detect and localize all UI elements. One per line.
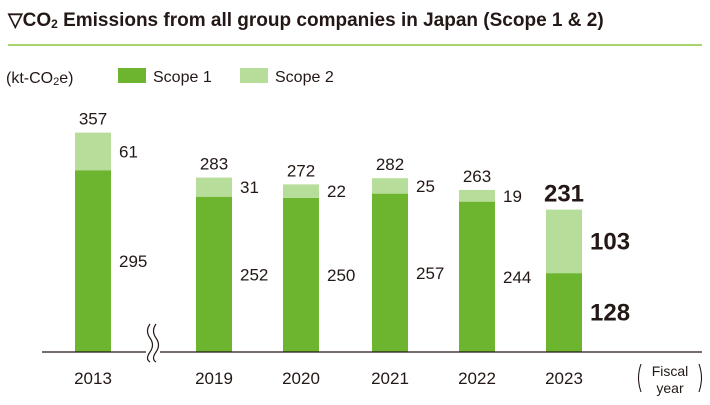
chart-title: ▽CO2 Emissions from all group companies … xyxy=(7,10,604,31)
scope2-label-2019: 31 xyxy=(240,178,259,197)
x-axis-title-line1: Fiscal xyxy=(652,363,689,379)
scope1-label-2022: 244 xyxy=(503,268,531,287)
x-axis-title-line2: year xyxy=(656,380,684,396)
scope1-label-2020: 250 xyxy=(327,266,355,285)
scope2-label-2021: 25 xyxy=(416,177,435,196)
bar-scope1-2019 xyxy=(196,196,232,352)
bar-scope1-2020 xyxy=(283,197,319,352)
bar-scope2-2022 xyxy=(459,189,495,202)
x-axis-title: Fiscal year xyxy=(637,363,703,396)
x-tick-2021: 2021 xyxy=(371,369,409,388)
bar-scope2-2013 xyxy=(75,132,111,171)
total-label-2019: 283 xyxy=(200,155,228,174)
axis-break-mark xyxy=(146,323,160,363)
scope1-label-2023: 128 xyxy=(590,300,630,327)
legend-label-1: Scope 1 xyxy=(153,69,212,86)
x-tick-2019: 2019 xyxy=(195,369,233,388)
plot-area: 357 61 295 2013 283 31 252 2019 272 22 250 2020 282 2… xyxy=(74,110,630,388)
legend-label-2: Scope 2 xyxy=(275,69,334,86)
bar-scope2-2023 xyxy=(546,209,582,274)
legend-swatch-1 xyxy=(118,68,146,83)
x-tick-2020: 2020 xyxy=(282,369,320,388)
legend-swatch-2 xyxy=(240,68,268,83)
total-label-2022: 263 xyxy=(463,167,491,186)
bar-scope2-2021 xyxy=(372,178,408,194)
x-tick-2022: 2022 xyxy=(458,369,496,388)
scope2-label-2020: 22 xyxy=(327,182,346,201)
bar-scope1-2023 xyxy=(546,273,582,352)
total-label-2023: 231 xyxy=(544,181,584,208)
total-label-2020: 272 xyxy=(287,161,315,180)
x-tick-2013: 2013 xyxy=(74,369,112,388)
bar-scope2-2020 xyxy=(283,184,319,198)
scope1-label-2019: 252 xyxy=(240,265,268,284)
bar-scope2-2019 xyxy=(196,177,232,197)
bar-scope1-2022 xyxy=(459,201,495,352)
total-label-2013: 357 xyxy=(79,110,107,129)
total-label-2021: 282 xyxy=(376,155,404,174)
bar-scope1-2013 xyxy=(75,170,111,352)
scope1-label-2021: 257 xyxy=(416,264,444,283)
scope2-label-2022: 19 xyxy=(503,187,522,206)
x-tick-2023: 2023 xyxy=(545,369,583,388)
scope2-label-2013: 61 xyxy=(119,142,138,161)
unit-label: (kt-CO2e) xyxy=(6,70,73,88)
scope1-label-2013: 295 xyxy=(119,252,147,271)
bar-scope1-2021 xyxy=(372,193,408,352)
legend: Scope 1 Scope 2 xyxy=(118,68,334,86)
scope2-label-2023: 103 xyxy=(590,228,630,255)
